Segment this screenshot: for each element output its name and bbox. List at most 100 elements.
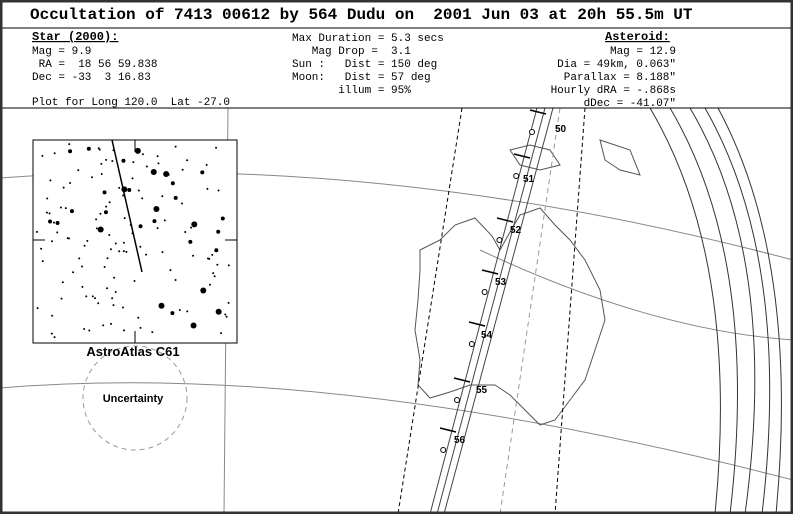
uncertainty-label: Uncertainty: [103, 393, 164, 405]
star-dot: [122, 306, 125, 309]
star-dot: [132, 161, 135, 164]
star-dot: [41, 154, 44, 157]
star-dot: [105, 158, 108, 161]
star-dot: [217, 189, 220, 192]
star-dot: [134, 147, 141, 154]
star-dot: [91, 295, 94, 298]
star-dot: [118, 186, 121, 189]
star-dot: [69, 209, 74, 214]
star-dot: [137, 316, 140, 319]
star-dot: [97, 302, 100, 305]
star-dot: [40, 247, 43, 250]
star-dot: [41, 260, 44, 263]
event-line: Max Duration = 5.3 secs: [292, 33, 444, 45]
center-dot: [481, 289, 488, 295]
star-dot: [95, 227, 98, 230]
star-dot: [102, 324, 105, 327]
asteroid-heading: Asteroid:: [605, 30, 670, 44]
star-dot: [123, 329, 126, 332]
star-dot: [190, 322, 197, 329]
asteroid-line: Dia = 49km, 0.063": [557, 59, 676, 71]
star-dot: [78, 257, 81, 260]
star-dot: [61, 281, 64, 284]
star-dot: [45, 211, 48, 214]
star-dot: [72, 271, 75, 274]
star-dot: [139, 245, 142, 248]
star-dot: [200, 170, 205, 175]
star-dot: [112, 304, 115, 307]
star-dot: [206, 187, 209, 190]
star-dot: [138, 224, 143, 229]
star-dot: [174, 145, 177, 148]
star-dot: [108, 234, 111, 237]
star-dot: [83, 328, 86, 331]
time-tick: [496, 217, 514, 223]
star-dot: [169, 269, 172, 272]
plot-note: Plot for Long 120.0 Lat -27.0: [32, 97, 230, 109]
star-dot: [170, 311, 175, 316]
star-dot: [122, 241, 125, 244]
atlas-label: AstroAtlas C61: [86, 344, 179, 359]
star-dot: [214, 248, 219, 253]
center-dot: [496, 237, 503, 243]
star-dot: [100, 162, 103, 165]
star-dot: [123, 217, 126, 220]
star-dot: [88, 329, 91, 332]
star-dot: [225, 315, 228, 318]
star-dot: [94, 297, 97, 300]
star-dot: [173, 195, 178, 200]
star-dot: [157, 162, 160, 165]
star-dot: [53, 336, 56, 339]
star-dot: [153, 206, 160, 213]
star-dot: [36, 230, 39, 233]
star-line: Mag = 9.9: [32, 46, 91, 58]
star-dot: [106, 287, 109, 290]
event-line: Sun : Dist = 150 deg: [292, 59, 437, 71]
path-limits: [397, 107, 586, 514]
star-dot: [81, 285, 84, 288]
star-dot: [161, 195, 164, 198]
time-label: 50: [555, 124, 567, 135]
star-line: RA = 18 56 59.838: [32, 59, 157, 71]
star-dot: [181, 202, 184, 205]
star-dot: [156, 155, 159, 158]
star-dot: [106, 257, 109, 260]
star-dot: [59, 206, 62, 209]
star-dot: [151, 331, 154, 334]
star-dot: [111, 159, 114, 162]
time-label: 55: [476, 385, 488, 396]
event-line: Moon: Dist = 57 deg: [292, 72, 431, 84]
star-dot: [192, 254, 195, 257]
star-field: [33, 139, 237, 343]
time-tick: [529, 109, 547, 115]
star-dot: [186, 310, 189, 313]
star-dot: [55, 220, 60, 225]
star-dot: [208, 283, 211, 286]
star-dot: [97, 147, 100, 150]
star-dot: [213, 275, 216, 278]
star-dot: [49, 179, 52, 182]
star-dot: [95, 218, 98, 221]
star-dot: [133, 280, 136, 283]
star-dot: [69, 182, 72, 185]
star-dot: [139, 326, 142, 329]
star-dot: [77, 169, 80, 172]
title: Occultation of 7413 00612 by 564 Dudu on…: [30, 6, 693, 24]
star-dot: [114, 290, 117, 293]
time-tick: [513, 153, 531, 159]
star-dot: [122, 194, 125, 197]
star-dot: [205, 163, 208, 166]
star-dot: [102, 190, 107, 195]
star-dot: [53, 152, 56, 155]
star-track: [111, 139, 143, 273]
star-dot: [97, 226, 104, 233]
time-label: 51: [523, 174, 535, 185]
asteroid-line: Mag = 12.9: [610, 46, 676, 58]
time-labels: 50 51 52 53 54 55 56: [439, 109, 567, 453]
star-dot: [83, 244, 86, 247]
star-dot: [161, 251, 164, 254]
header-panel: [0, 0, 793, 108]
star-dot: [100, 172, 103, 175]
star-dot: [191, 221, 198, 228]
star-dot: [114, 242, 117, 245]
